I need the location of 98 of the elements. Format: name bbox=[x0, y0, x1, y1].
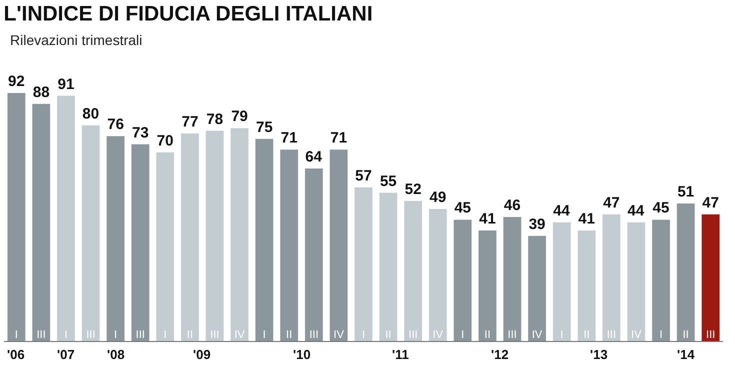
bar bbox=[676, 204, 695, 341]
bar bbox=[478, 230, 496, 341]
bar bbox=[7, 93, 26, 341]
x-tick-label: III bbox=[606, 329, 616, 341]
text: '11 bbox=[392, 347, 409, 362]
bar bbox=[652, 220, 670, 341]
x-tick-label: III bbox=[86, 329, 96, 341]
data-label: 52 bbox=[404, 180, 422, 198]
x-tick-label: III bbox=[408, 329, 418, 341]
x-tick-label: II bbox=[385, 329, 392, 341]
bar bbox=[428, 208, 447, 341]
data-label: 80 bbox=[82, 105, 100, 122]
x-tick-label: I bbox=[14, 329, 18, 341]
data-label: 76 bbox=[107, 116, 124, 134]
x-tick-label: I bbox=[164, 329, 167, 341]
x-tick-label: II bbox=[682, 329, 689, 341]
data-label: 39 bbox=[528, 216, 546, 233]
data-label: 47 bbox=[603, 194, 620, 212]
bar bbox=[131, 144, 150, 341]
bar bbox=[255, 138, 274, 341]
data-label: 55 bbox=[380, 172, 397, 190]
x-tick-label: IV bbox=[432, 329, 444, 341]
bar bbox=[57, 96, 75, 341]
bar bbox=[702, 214, 720, 341]
bar bbox=[354, 187, 372, 341]
x-tick-label: I bbox=[659, 329, 663, 341]
bar bbox=[156, 152, 174, 341]
x-tick-label: II bbox=[484, 329, 491, 341]
bar bbox=[330, 150, 348, 341]
bar bbox=[106, 136, 124, 341]
x-tick-label: IV bbox=[234, 329, 246, 341]
bar bbox=[206, 130, 224, 341]
bar bbox=[578, 230, 596, 341]
data-label: 77 bbox=[182, 113, 198, 130]
x-tick-label: II bbox=[186, 329, 194, 341]
x-tick-label: I bbox=[362, 329, 366, 341]
data-label: 71 bbox=[330, 130, 348, 147]
bar bbox=[627, 222, 646, 341]
x-tick-label: I bbox=[114, 329, 118, 341]
x-tick-label: III bbox=[309, 329, 318, 341]
x-tick-label: IV bbox=[532, 329, 543, 341]
bar bbox=[404, 200, 422, 341]
data-label: 92 bbox=[8, 73, 25, 90]
x-tick-label: III bbox=[136, 329, 145, 341]
data-label: 78 bbox=[206, 110, 224, 128]
data-label: 88 bbox=[32, 84, 50, 101]
text: '09 bbox=[193, 347, 211, 362]
bar bbox=[454, 220, 472, 341]
x-tick-label: III bbox=[210, 329, 220, 341]
x-tick-label: I bbox=[262, 329, 266, 341]
text: '12 bbox=[491, 347, 509, 362]
bar bbox=[552, 222, 571, 341]
data-label: 73 bbox=[132, 124, 149, 142]
data-label: 45 bbox=[652, 200, 670, 217]
data-label: 41 bbox=[479, 210, 496, 228]
data-label: 44 bbox=[553, 202, 571, 220]
bar bbox=[602, 214, 620, 341]
data-label: 44 bbox=[628, 202, 645, 220]
data-label: 79 bbox=[231, 108, 248, 126]
data-label: 91 bbox=[58, 76, 74, 93]
bar bbox=[379, 192, 398, 341]
x-tick-label: III bbox=[508, 329, 517, 341]
x-tick-label: III bbox=[706, 329, 716, 341]
data-label: 57 bbox=[355, 167, 372, 184]
text: '08 bbox=[107, 347, 125, 362]
text: '10 bbox=[293, 347, 311, 362]
data-label: 45 bbox=[454, 200, 472, 217]
data-label: 49 bbox=[430, 188, 446, 206]
text: '07 bbox=[57, 347, 75, 362]
data-label: 46 bbox=[504, 197, 521, 214]
chart-subtitle: Rilevazioni trimestrali bbox=[10, 32, 142, 48]
x-tick-label: III bbox=[36, 329, 46, 341]
bar bbox=[230, 128, 248, 341]
x-tick-label: I bbox=[461, 329, 464, 341]
bar bbox=[280, 150, 298, 341]
x-tick-label: II bbox=[286, 329, 292, 341]
bar bbox=[304, 168, 323, 341]
bar bbox=[528, 236, 546, 341]
x-tick-label: I bbox=[560, 329, 564, 341]
data-label: 41 bbox=[578, 210, 595, 228]
x-tick-label: II bbox=[584, 329, 590, 341]
x-tick-label: IV bbox=[334, 329, 345, 341]
data-label: 70 bbox=[156, 132, 174, 150]
bar bbox=[503, 217, 522, 341]
bar bbox=[181, 133, 199, 341]
data-label: 71 bbox=[280, 130, 298, 147]
text: '06 bbox=[7, 347, 25, 362]
bar bbox=[82, 125, 100, 341]
text: '14 bbox=[677, 347, 696, 362]
text: '13 bbox=[590, 347, 608, 362]
x-tick-label: IV bbox=[631, 329, 642, 341]
chart-title: L'INDICE DI FIDUCIA DEGLI ITALIANI bbox=[4, 2, 373, 26]
data-label: 51 bbox=[677, 184, 694, 201]
data-label: 75 bbox=[256, 118, 273, 136]
data-label: 47 bbox=[702, 194, 719, 212]
x-tick-label: I bbox=[64, 329, 68, 341]
data-label: 64 bbox=[305, 148, 323, 166]
bar bbox=[32, 104, 50, 341]
